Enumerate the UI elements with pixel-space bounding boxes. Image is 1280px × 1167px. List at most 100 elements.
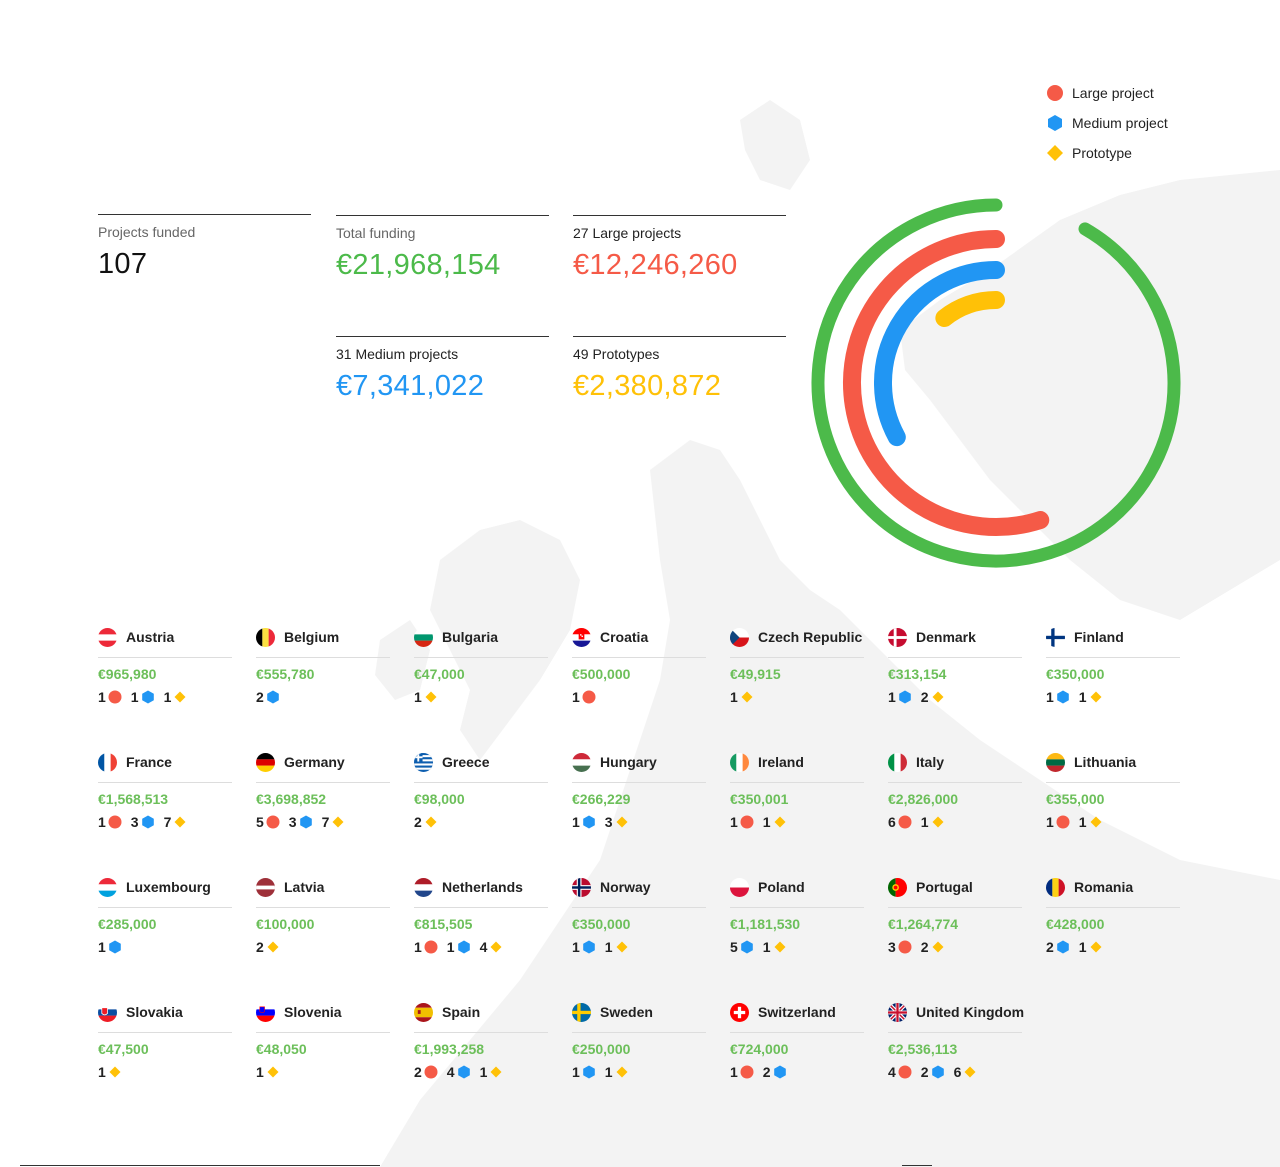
- count-large: 3: [888, 939, 912, 955]
- country-amount: €350,000: [1046, 666, 1105, 682]
- country-header: Czech Republic: [730, 625, 864, 658]
- count-prototype: 2: [256, 939, 280, 955]
- count-value: 1: [888, 689, 896, 705]
- count-prototype: 6: [954, 1064, 978, 1080]
- divider-line: [20, 1165, 380, 1166]
- prototype-icon: [490, 941, 502, 953]
- czech-flag-icon: [730, 627, 749, 647]
- italy-flag-icon: [888, 752, 907, 772]
- stat-label: 49 Prototypes: [573, 346, 660, 362]
- count-value: 3: [288, 814, 297, 830]
- country-header: Ireland: [730, 750, 864, 783]
- count-value: 1: [730, 689, 738, 705]
- count-medium: 1: [98, 939, 122, 955]
- count-value: 2: [920, 939, 929, 955]
- project-counts: 2: [256, 688, 390, 706]
- country-header: Croatia: [572, 625, 706, 658]
- country-card: Luxembourg €285,000 1: [98, 875, 232, 956]
- legend-label: Large project: [1072, 85, 1154, 101]
- medium-project-icon: [1056, 940, 1069, 954]
- country-card: Hungary €266,229 1 3: [572, 750, 706, 831]
- prototype-icon: [425, 816, 437, 828]
- stat-label: 31 Medium projects: [336, 346, 459, 362]
- country-name: Italy: [916, 754, 945, 770]
- count-value: 3: [888, 939, 896, 955]
- count-medium: 1: [131, 689, 155, 705]
- count-value: 1: [604, 1064, 613, 1080]
- stat-projects-funded: Projects funded 107: [98, 214, 311, 282]
- romania-flag-icon: [1046, 877, 1065, 897]
- country-card: Finland €350,000 1 1: [1046, 625, 1180, 706]
- prototype-icon: [932, 691, 944, 703]
- country-card: Croatia €500,000 1: [572, 625, 706, 706]
- denmark-flag-icon: [888, 627, 907, 647]
- count-value: 1: [730, 1064, 738, 1080]
- large-project-icon: [1056, 815, 1070, 829]
- chart-legend: Large project Medium project Prototype: [1046, 78, 1168, 168]
- project-counts: 2: [256, 938, 390, 956]
- count-value: 1: [604, 939, 613, 955]
- country-header: Slovakia: [98, 1000, 232, 1033]
- count-medium: 2: [763, 1064, 787, 1080]
- count-value: 1: [163, 689, 172, 705]
- country-header: Denmark: [888, 625, 1022, 658]
- large-project-icon: [582, 690, 596, 704]
- country-name: Hungary: [600, 754, 657, 770]
- project-counts: 1 3 7: [98, 813, 232, 831]
- count-value: 7: [321, 814, 330, 830]
- project-counts: 1 1 1: [98, 688, 232, 706]
- country-amount: €266,229: [572, 791, 631, 807]
- large-project-icon: [424, 1065, 438, 1079]
- count-medium: 3: [131, 814, 155, 830]
- count-value: 1: [98, 814, 106, 830]
- count-prototype: 2: [921, 939, 945, 955]
- medium-project-icon: [1056, 690, 1069, 704]
- slovenia-flag-icon: [256, 1002, 275, 1022]
- spain-flag-icon: [414, 1002, 433, 1022]
- stat-value: €12,246,260: [573, 249, 738, 281]
- prototype-icon: [774, 941, 786, 953]
- medium-project-icon: [108, 940, 121, 954]
- medium-project-icon: [457, 1065, 470, 1079]
- count-medium: 1: [1046, 689, 1070, 705]
- country-name: Sweden: [600, 1004, 653, 1020]
- project-counts: 1: [572, 688, 706, 706]
- count-value: 1: [1078, 939, 1087, 955]
- country-card: Greece €98,000 2: [414, 750, 548, 831]
- country-name: Denmark: [916, 629, 976, 645]
- country-card: Portugal €1,264,774 3 2: [888, 875, 1022, 956]
- count-large: 5: [256, 814, 280, 830]
- netherlands-flag-icon: [414, 877, 433, 897]
- stat-large-projects: 27 Large projects €12,246,260: [573, 215, 786, 283]
- count-value: 1: [98, 1064, 106, 1080]
- prototype-icon: [1090, 691, 1102, 703]
- country-header: Finland: [1046, 625, 1180, 658]
- count-value: 1: [256, 1064, 264, 1080]
- project-counts: 1: [98, 938, 232, 956]
- count-prototype: 1: [1079, 939, 1103, 955]
- prototype-icon: [490, 1066, 502, 1078]
- country-card: Germany €3,698,852 5 3 7: [256, 750, 390, 831]
- country-card: Poland €1,181,530 5 1: [730, 875, 864, 956]
- project-counts: 1: [98, 1063, 232, 1081]
- legend-item-prototype: Prototype: [1046, 138, 1168, 168]
- country-amount: €3,698,852: [256, 791, 327, 807]
- country-name: Czech Republic: [758, 629, 863, 645]
- legend-item-large: Large project: [1046, 78, 1168, 108]
- country-name: Finland: [1074, 629, 1124, 645]
- country-amount: €1,993,258: [414, 1041, 485, 1057]
- medium-project-icon: [457, 940, 470, 954]
- country-card: Denmark €313,154 1 2: [888, 625, 1022, 706]
- count-value: 2: [414, 1064, 422, 1080]
- bulgaria-flag-icon: [414, 627, 433, 647]
- country-header: Luxembourg: [98, 875, 232, 908]
- stat-label: Projects funded: [98, 224, 196, 240]
- country-name: Slovakia: [126, 1004, 183, 1020]
